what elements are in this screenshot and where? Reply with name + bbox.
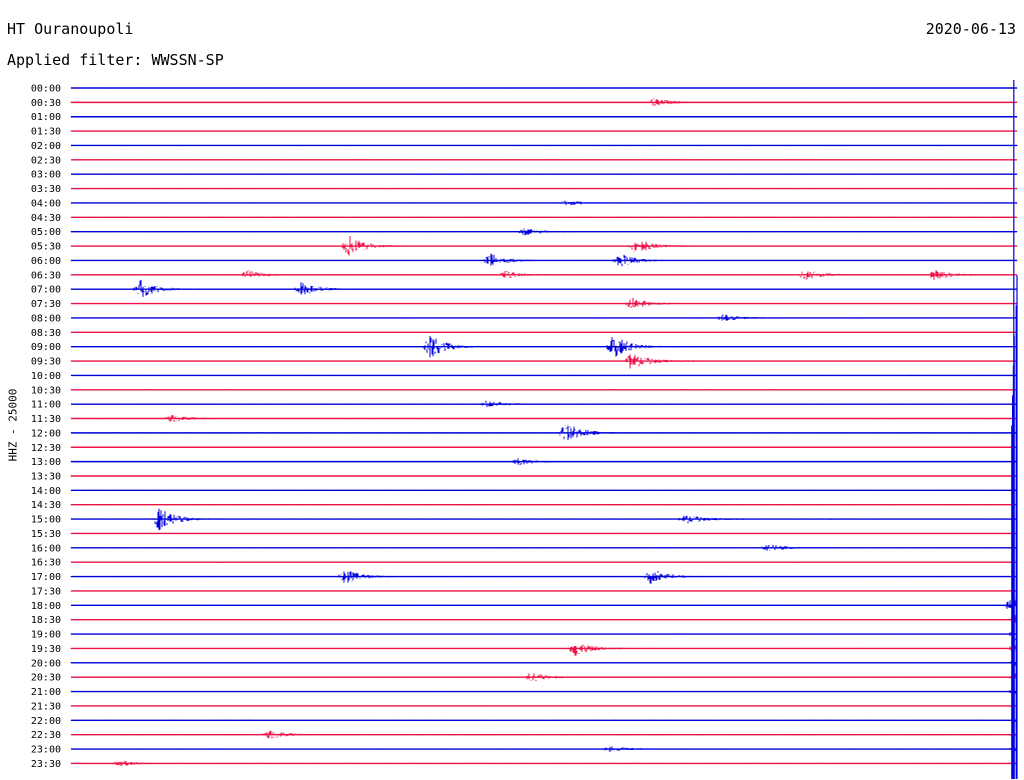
row-label: 12:30	[31, 443, 61, 454]
row-label: 16:30	[31, 558, 61, 569]
row-label: 00:00	[31, 84, 61, 95]
row-label: 03:30	[31, 184, 61, 195]
row-label: 21:00	[31, 687, 61, 698]
large-event-spike	[1011, 80, 1018, 779]
trace-row	[70, 571, 1017, 584]
row-label: 07:00	[31, 285, 61, 296]
trace-row	[70, 279, 1018, 297]
row-label: 05:00	[31, 227, 61, 238]
row-label: 15:30	[31, 529, 61, 540]
row-label: 20:30	[31, 673, 61, 684]
row-label: 13:30	[31, 471, 61, 482]
row-label: 10:30	[31, 385, 61, 396]
row-labels: 00:00 00:30 01:00 01:30 02:00 02:30 03:00 03:30…	[31, 84, 61, 770]
row-label: 09:00	[31, 342, 61, 353]
row-label: 20:00	[31, 658, 61, 669]
row-label: 17:00	[31, 572, 61, 583]
row-label: 03:00	[31, 170, 61, 181]
row-label: 10:00	[31, 371, 61, 382]
row-label: 04:30	[31, 213, 61, 224]
row-label: 19:00	[31, 630, 61, 641]
row-label: 01:00	[31, 112, 61, 123]
row-label: 09:30	[31, 357, 61, 368]
row-label: 11:30	[31, 414, 61, 425]
row-label: 15:00	[31, 515, 61, 526]
row-label: 18:30	[31, 615, 61, 626]
row-label: 00:30	[31, 98, 61, 109]
trace-row	[70, 297, 1018, 308]
row-label: 18:00	[31, 601, 61, 612]
row-label: 08:00	[31, 313, 61, 324]
traces	[70, 80, 1018, 779]
row-label: 16:00	[31, 543, 61, 554]
row-label: 14:30	[31, 500, 61, 511]
row-label: 06:00	[31, 256, 61, 267]
row-label: 23:30	[31, 759, 61, 770]
row-label: 07:30	[31, 299, 61, 310]
row-label: 22:00	[31, 716, 61, 727]
row-label: 23:00	[31, 745, 61, 756]
station-title: HT Ouranoupoli	[7, 20, 134, 38]
row-label: 21:30	[31, 701, 61, 712]
row-label: 04:00	[31, 198, 61, 209]
row-label: 11:00	[31, 400, 61, 411]
row-label: 05:30	[31, 242, 61, 253]
row-label: 22:30	[31, 730, 61, 741]
row-label: 08:30	[31, 328, 61, 339]
row-label: 19:30	[31, 644, 61, 655]
trace-row	[70, 642, 1018, 656]
row-label: 06:30	[31, 270, 61, 281]
row-label: 17:30	[31, 586, 61, 597]
row-label: 02:30	[31, 155, 61, 166]
row-label: 02:00	[31, 141, 61, 152]
filter-label: Applied filter: WWSSN-SP	[7, 51, 224, 69]
row-label: 14:00	[31, 486, 61, 497]
record-date: 2020-06-13	[925, 20, 1016, 38]
row-label: 13:00	[31, 457, 61, 468]
row-label: 01:30	[31, 127, 61, 138]
trace-row	[70, 660, 1018, 667]
row-label: 12:00	[31, 428, 61, 439]
